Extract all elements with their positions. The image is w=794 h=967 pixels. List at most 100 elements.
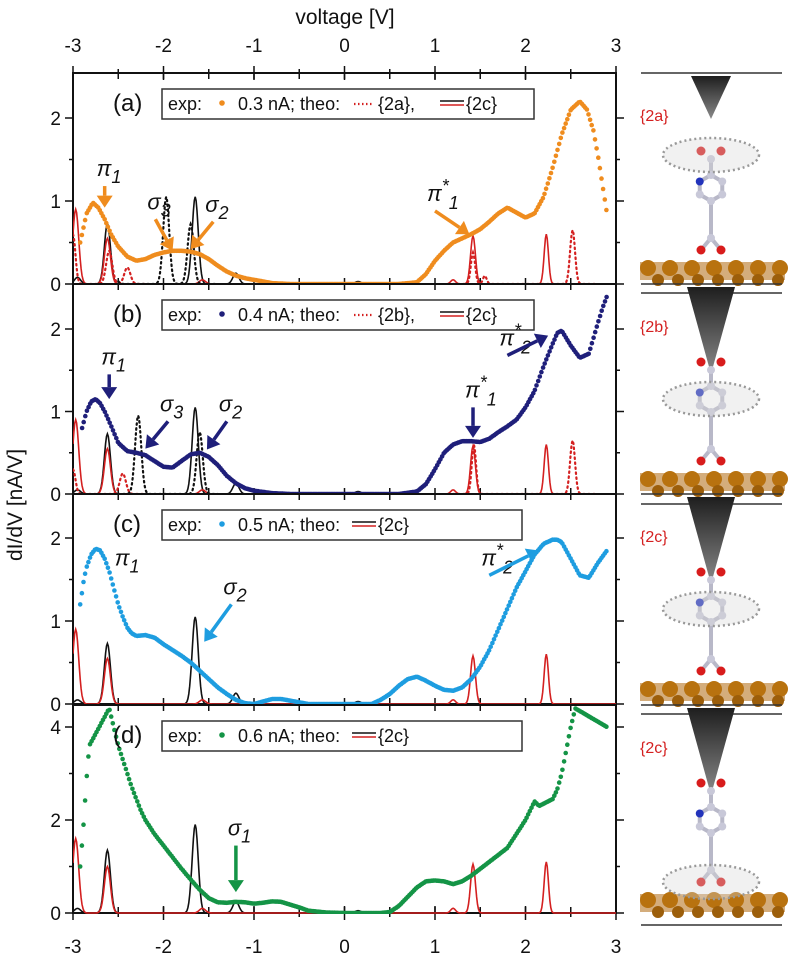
oxygen-atom [696,456,706,466]
exp-data-point [534,383,539,388]
exp-data-point [558,774,564,780]
carbon-atom [707,803,715,811]
surface-atom [652,695,664,707]
surface-atom [732,485,744,497]
exp-data-point [539,369,544,375]
exp-data-point [594,324,600,329]
exp-data-point [547,176,552,181]
annotation-arrow [488,554,530,577]
exp-data-point [535,378,541,384]
exp-data-point [591,335,596,341]
y-tick-label: 2 [50,529,61,550]
carbon-atom [695,190,704,199]
carbon-atom [718,598,727,607]
x-tick-label-bottom: -2 [155,937,172,958]
x-tick-label-top: 0 [339,36,350,57]
oxygen-atom [716,456,726,466]
exp-data-point [600,186,606,192]
surface-atom [772,485,784,497]
legend-exp-label: exp: [168,94,202,114]
annotation-arrow [212,420,229,441]
exp-data-point [77,864,83,869]
exp-data-point [82,798,88,803]
carbon-atom [718,190,727,199]
exp-data-point [506,603,512,608]
oxygen-atom [716,146,726,156]
exp-data-point [601,303,606,309]
exp-data-point [599,308,604,314]
exp-data-point [586,112,591,117]
legend-box [161,720,523,752]
x-tick-label-bottom: 2 [520,937,531,958]
exp-data-point [84,408,90,414]
carbon-atom [707,618,715,626]
carbon-atom [707,592,715,600]
y-tick-label: 1 [50,403,61,424]
surface-atom [750,892,766,908]
exp-data-point [105,416,111,422]
panel-a: 0 1 2 (a) exp: 0.3 nA; theo: {2a}, {2c} π1 σ3 σ2 π*… [50,72,624,296]
exp-data-point [553,153,559,159]
panel-label: (b) [113,301,142,328]
x-tick-label-top: 2 [520,36,531,57]
surface-atom [652,906,664,918]
plot-area [73,537,616,705]
exp-data-point [550,796,555,802]
schematic-b: {2b} [640,283,788,505]
exp-data-point [79,232,85,238]
carbon-atom [718,177,727,186]
exp-data-point [495,629,500,635]
annotation-label: π*1 [427,176,459,213]
exp-data-point [591,128,596,133]
exp-data-point [82,217,88,223]
exp-data-point [123,621,129,627]
exp-data-point [112,588,117,593]
y-tick-label: 1 [50,612,61,633]
exp-data-point [569,718,575,724]
surface-atom [752,695,764,707]
exp-data-point [560,767,565,773]
y-tick-label: 0 [50,275,61,296]
exp-data-point [550,165,555,171]
exp-data-point [599,176,604,181]
x-tick-label-bottom: -1 [246,937,263,958]
exp-data-point [604,548,609,554]
surface-atom [684,681,700,697]
exp-data-point [139,811,145,816]
carbon-atom [707,366,715,374]
surface-atom [662,471,678,487]
annotation-arrow [153,218,169,242]
exp-data-point [556,141,562,147]
x-axis-title: voltage [V] [295,6,394,29]
panel-label: (d) [113,722,142,749]
exp-data-point [81,579,86,585]
legend-current: 0.5 nA; theo: [238,515,340,535]
legend-dotted-label: {2b}, [378,305,415,325]
exp-data-point [602,299,608,304]
annotation-arrowhead [204,627,218,642]
oxygen-atom [716,567,726,577]
exp-data-point [115,600,120,605]
annotation-arrowhead [524,548,540,563]
exp-data-point [107,707,112,713]
highlight-ellipse [661,380,761,418]
annotation-label: σ2 [205,192,228,223]
annotation-arrowhead [533,333,549,349]
surface-atom [706,471,722,487]
exp-data-point [125,771,130,777]
oxygen-atom [716,877,726,887]
exp-data-point [498,622,503,627]
annotation-arrowhead [465,425,482,438]
surface-atom [692,695,704,707]
exp-data-point [508,599,513,605]
exp-data-point [107,228,112,234]
panel-b: 0 1 2 (b) exp: 0.4 nA; theo: {2b}, {2c} π1 σ3 σ2 π*… [50,283,624,506]
surface-atom [692,906,704,918]
exp-data-point [548,170,554,176]
exp-data-point [130,786,135,792]
exp-data-point [87,555,93,560]
exp-data-point [81,822,86,827]
exp-data-point [120,756,125,762]
exp-data-point [102,217,107,222]
legend-exp-marker [219,100,225,106]
